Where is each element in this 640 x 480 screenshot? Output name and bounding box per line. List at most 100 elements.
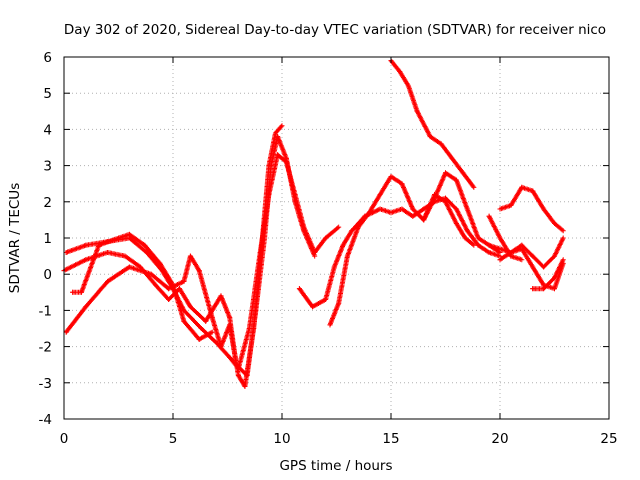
data-point [70,289,76,295]
data-point [497,246,503,252]
data-point [170,282,176,288]
data-point [388,210,394,216]
y-tick-label: 3 [43,159,52,175]
plus-marker-run [323,265,337,302]
data-point [427,134,433,140]
series-track-e [296,195,503,310]
y-axis-label: SDTVAR / TECUs [7,183,23,293]
x-tick-label: 5 [169,431,178,447]
grid-lines [64,57,609,419]
data-point [196,268,202,274]
data-point [105,249,111,255]
data-point [266,163,272,169]
data-point [153,282,159,288]
data-point [187,304,193,310]
plus-marker-run [331,244,345,270]
series-track-f [327,170,503,328]
data-point [410,213,416,219]
data-point [552,275,557,281]
data-point [475,235,481,241]
y-tick-label: 6 [43,50,52,66]
y-tick-label: 2 [43,195,52,211]
data-point [462,235,468,241]
data-point [142,242,148,248]
data-point [166,286,172,292]
data-point [471,184,477,190]
data-point [453,177,459,183]
plus-marker-run [227,322,241,377]
series-track-l [530,257,566,292]
plus-marker-run [105,250,127,259]
series-track-m [486,213,525,263]
data-point [560,235,566,241]
data-point [530,264,536,270]
data-point [83,257,89,263]
data-point [443,170,448,176]
data-point [560,228,566,234]
plus-marker-run [83,280,110,310]
data-point [552,253,557,259]
data-point [312,253,318,259]
data-point [122,253,128,259]
data-point [399,206,405,212]
data-point [530,253,536,259]
data-point [63,329,69,335]
data-point [486,242,492,248]
data-point [464,206,470,212]
data-point [560,257,566,263]
data-point [283,155,289,161]
data-point [227,322,233,328]
data-point [508,253,514,259]
data-point [366,210,372,216]
data-point [218,293,224,299]
data-point [196,336,202,342]
data-point [475,242,481,248]
data-point [83,304,89,310]
data-point [460,170,466,176]
data-point [126,264,132,270]
data-point [377,206,383,212]
data-point [464,228,470,234]
data-point [187,253,193,259]
data-point [486,213,492,219]
data-marks [61,58,566,389]
data-point [443,199,448,205]
y-tick-label: -3 [39,376,52,392]
data-point [310,304,316,310]
data-point [438,141,444,147]
data-point [414,108,420,114]
data-point [181,278,187,284]
data-point [227,315,233,321]
data-point [251,326,257,331]
data-point [63,249,69,255]
x-tick-label: 15 [382,431,399,447]
y-tick-label: -1 [39,303,52,319]
y-tick-label: -2 [39,340,52,356]
x-tick-label: 0 [60,431,69,447]
y-tick-label: 5 [43,86,52,102]
data-point [272,130,278,136]
data-point [323,297,329,303]
data-point [203,318,209,324]
data-point [552,286,557,292]
series-track-g [388,58,477,190]
data-point [198,326,204,331]
data-point [432,192,438,198]
data-point [486,249,492,255]
plus-marker-run [78,244,101,295]
chart-title: Day 302 of 2020, Sidereal Day-to-day VTE… [64,22,606,38]
y-tick-label: 0 [43,267,52,283]
data-point [116,235,121,241]
data-point [388,173,394,179]
data-point [336,300,342,306]
data-point [453,221,459,227]
data-point [421,206,427,212]
data-point [157,260,163,266]
data-point [497,206,503,212]
data-point [355,224,361,230]
data-point [349,228,355,234]
data-point [519,246,525,252]
data-point [453,206,459,212]
data-point [530,286,536,292]
